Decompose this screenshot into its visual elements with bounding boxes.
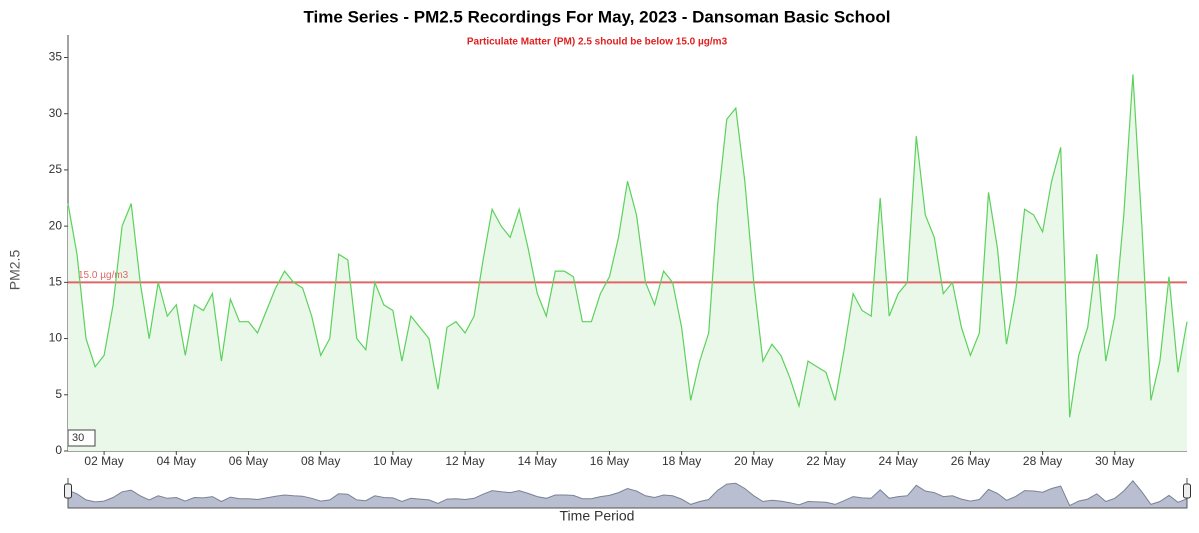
x-tick-label: 08 May bbox=[301, 454, 340, 468]
x-tick-label: 12 May bbox=[445, 454, 484, 468]
x-tick-label: 20 May bbox=[734, 454, 773, 468]
x-tick-label: 18 May bbox=[662, 454, 701, 468]
y-tick-label: 30 bbox=[49, 106, 63, 120]
y-tick-label: 35 bbox=[49, 50, 63, 64]
x-tick-label: 02 May bbox=[84, 454, 123, 468]
x-tick-label: 28 May bbox=[1023, 454, 1062, 468]
roll-period: 30 bbox=[72, 432, 84, 444]
range-handle-right[interactable] bbox=[1183, 483, 1191, 499]
x-tick-label: 16 May bbox=[590, 454, 629, 468]
x-tick-label: 26 May bbox=[951, 454, 990, 468]
y-tick-label: 0 bbox=[55, 443, 62, 457]
y-axis-label: PM2.5 bbox=[7, 250, 23, 291]
y-tick-label: 25 bbox=[49, 162, 63, 176]
x-tick-label: 24 May bbox=[879, 454, 918, 468]
x-tick-label: 04 May bbox=[157, 454, 196, 468]
x-tick-label: 14 May bbox=[518, 454, 557, 468]
y-tick-label: 15 bbox=[49, 275, 63, 289]
x-tick-label: 06 May bbox=[229, 454, 268, 468]
x-tick-label: 30 May bbox=[1095, 454, 1134, 468]
line bbox=[67, 74, 1188, 418]
x-tick-label: 10 May bbox=[373, 454, 412, 468]
range-handle-left[interactable] bbox=[64, 483, 72, 499]
y-tick-label: 20 bbox=[49, 218, 63, 232]
x-axis-label: Time Period bbox=[560, 508, 635, 524]
y-tick-label: 10 bbox=[49, 331, 63, 345]
chart-title: Time Series - PM2.5 Recordings For May, … bbox=[303, 7, 890, 26]
area bbox=[68, 74, 1187, 452]
y-tick-label: 5 bbox=[55, 387, 62, 401]
range-overview bbox=[67, 480, 1188, 509]
chart-subtitle: Particulate Matter (PM) 2.5 should be be… bbox=[467, 37, 728, 48]
threshold-label: 15.0 µg/m3 bbox=[78, 270, 129, 281]
roll-period-box[interactable] bbox=[67, 429, 96, 447]
x-tick-label: 22 May bbox=[806, 454, 845, 468]
